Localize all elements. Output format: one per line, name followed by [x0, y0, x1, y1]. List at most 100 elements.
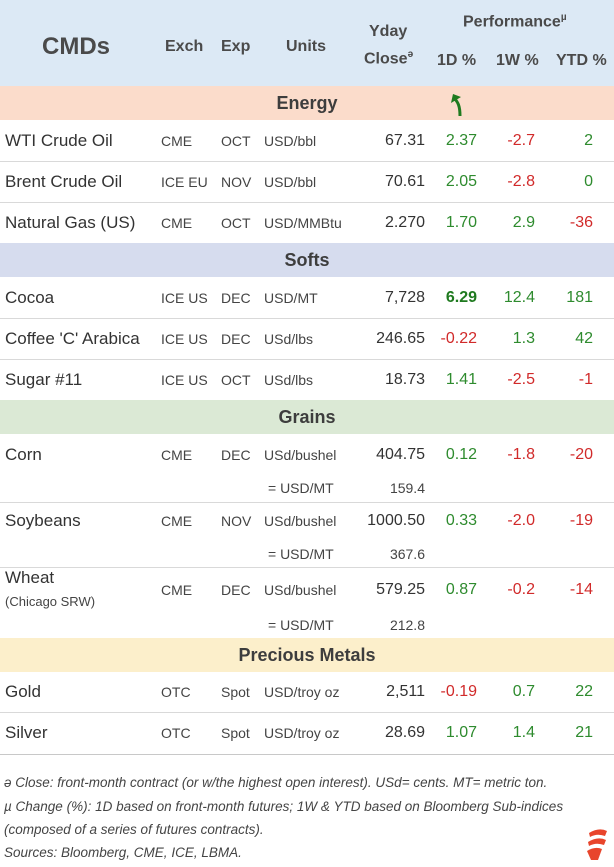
commodity-name: Coffee 'C' Arabica — [5, 329, 140, 348]
change-1d: -0.19 — [440, 683, 477, 700]
commodity-name: Silver — [5, 723, 48, 742]
conversion-value: 159.4 — [389, 480, 425, 496]
footer-divider — [0, 754, 614, 755]
expiry: Spot — [221, 725, 250, 741]
conversion-label: = USD/MT — [268, 546, 334, 562]
table-row-silver: Silver OTC Spot USD/troy oz 28.69 1.07 1… — [0, 713, 614, 753]
commodity-name: Wheat — [5, 568, 55, 587]
change-1w: -1.8 — [507, 446, 535, 463]
col-exch-header: Exch — [165, 38, 204, 55]
row-divider — [0, 502, 614, 503]
brand-logo-icon — [587, 829, 607, 860]
yday-close: 1000.50 — [367, 512, 425, 529]
section-precious-metals: Precious Metals — [0, 638, 614, 672]
change-ytd: 0 — [584, 173, 593, 190]
commodity-name: Soybeans — [5, 511, 81, 530]
table-row-wti: WTI Crude Oil CME OCT USD/bbl 67.31 2.37… — [0, 121, 614, 161]
col-yday-header-line2: Closeə — [364, 49, 414, 68]
exchange: CME — [161, 447, 193, 463]
yday-close: 246.65 — [376, 330, 425, 347]
units: USD/bbl — [264, 133, 317, 149]
change-1w: 12.4 — [503, 289, 535, 306]
change-1w: 0.7 — [512, 683, 535, 700]
conversion-label: = USD/MT — [268, 480, 334, 496]
change-ytd: -36 — [569, 214, 593, 231]
change-ytd: -1 — [578, 371, 593, 388]
yday-close: 579.25 — [376, 581, 425, 598]
change-1d: 1.41 — [445, 371, 477, 388]
change-1w: -2.8 — [507, 173, 535, 190]
commodity-name: Cocoa — [5, 288, 55, 307]
expiry: DEC — [221, 447, 251, 463]
col-exp-header: Exp — [221, 38, 251, 55]
units: USd/bushel — [264, 513, 337, 529]
conversion-row-corn: = USD/MT 159.4 — [0, 473, 614, 503]
change-1w: -0.2 — [507, 581, 535, 598]
table-row-wheat-values: CME DEC USd/bushel 579.25 0.87 -0.2 -14 — [0, 570, 614, 610]
footnote-close: ə Close: front-month contract (or w/the … — [4, 775, 548, 790]
change-ytd: 2 — [584, 132, 593, 149]
change-ytd: 22 — [575, 683, 593, 700]
col-ytd-header: YTD % — [556, 52, 607, 69]
yday-footnote-mark: ə — [407, 49, 414, 60]
conversion-row-wheat: = USD/MT 212.8 — [0, 610, 614, 640]
arrow-up-icon — [451, 94, 462, 117]
change-1d: 2.37 — [445, 132, 477, 149]
commodity-name: Corn — [5, 445, 42, 464]
units: USD/MT — [264, 290, 318, 306]
col-units-header: Units — [286, 38, 326, 55]
change-1w: -2.0 — [507, 512, 535, 529]
exchange: CME — [161, 133, 193, 149]
change-1w: 1.3 — [512, 330, 535, 347]
change-1w: 2.9 — [512, 214, 535, 231]
row-divider — [0, 567, 614, 568]
expiry: OCT — [221, 372, 251, 388]
table-row-coffee: Coffee 'C' Arabica ICE US DEC USd/lbs 24… — [0, 319, 614, 359]
section-softs: Softs — [0, 243, 614, 277]
col-1d-header: 1D % — [437, 52, 477, 69]
expiry: NOV — [221, 174, 252, 190]
row-divider — [0, 359, 614, 360]
change-ytd: 181 — [566, 289, 593, 306]
row-divider — [0, 202, 614, 203]
change-ytd: -19 — [569, 512, 593, 529]
change-1w: -2.7 — [507, 132, 535, 149]
expiry: DEC — [221, 290, 251, 306]
commodity-name: Sugar #11 — [5, 370, 83, 389]
exchange: ICE EU — [161, 174, 208, 190]
units: USD/bbl — [264, 174, 317, 190]
yday-close: 7,728 — [384, 289, 425, 306]
table-row-wheat: Wheat — [0, 558, 614, 598]
section-grains: Grains — [0, 400, 614, 434]
change-1d: 1.70 — [445, 214, 477, 231]
row-divider — [0, 318, 614, 319]
change-1d: 0.12 — [445, 446, 477, 463]
col-1w-header: 1W % — [496, 52, 539, 69]
change-1d: 2.05 — [445, 173, 477, 190]
col-yday-header-line1: Yday — [369, 23, 408, 40]
expiry: OCT — [221, 215, 251, 231]
table-row-soybeans: Soybeans CME NOV USd/bushel 1000.50 0.33… — [0, 501, 614, 541]
change-1d: 0.87 — [445, 581, 477, 598]
table-row-sugar: Sugar #11 ICE US OCT USd/lbs 18.73 1.41 … — [0, 360, 614, 400]
exchange: OTC — [161, 684, 191, 700]
table-row-brent: Brent Crude Oil ICE EU NOV USD/bbl 70.61… — [0, 162, 614, 202]
change-1d: -0.22 — [440, 330, 477, 347]
footnote-sources: Sources: Bloomberg, CME, ICE, LBMA. — [4, 845, 242, 860]
units: USd/bushel — [264, 582, 337, 598]
footnote-change-line2: (composed of a series of futures contrac… — [4, 822, 264, 837]
yday-close: 67.31 — [384, 132, 425, 149]
yday-close: 70.61 — [384, 173, 425, 190]
table-header: CMDs Exch Exp Units Yday Closeə Performa… — [0, 0, 614, 86]
expiry: DEC — [221, 582, 251, 598]
units: USd/lbs — [264, 331, 314, 347]
conversion-value: 212.8 — [389, 617, 425, 633]
expiry: NOV — [221, 513, 252, 529]
commodity-subname: (Chicago SRW) — [5, 594, 96, 609]
change-1d: 6.29 — [445, 289, 477, 306]
commodity-name: Brent Crude Oil — [5, 172, 123, 191]
exchange: ICE US — [161, 331, 208, 347]
change-1w: -2.5 — [507, 371, 535, 388]
exchange: ICE US — [161, 290, 208, 306]
table-row-corn: Corn CME DEC USd/bushel 404.75 0.12 -1.8… — [0, 435, 614, 475]
